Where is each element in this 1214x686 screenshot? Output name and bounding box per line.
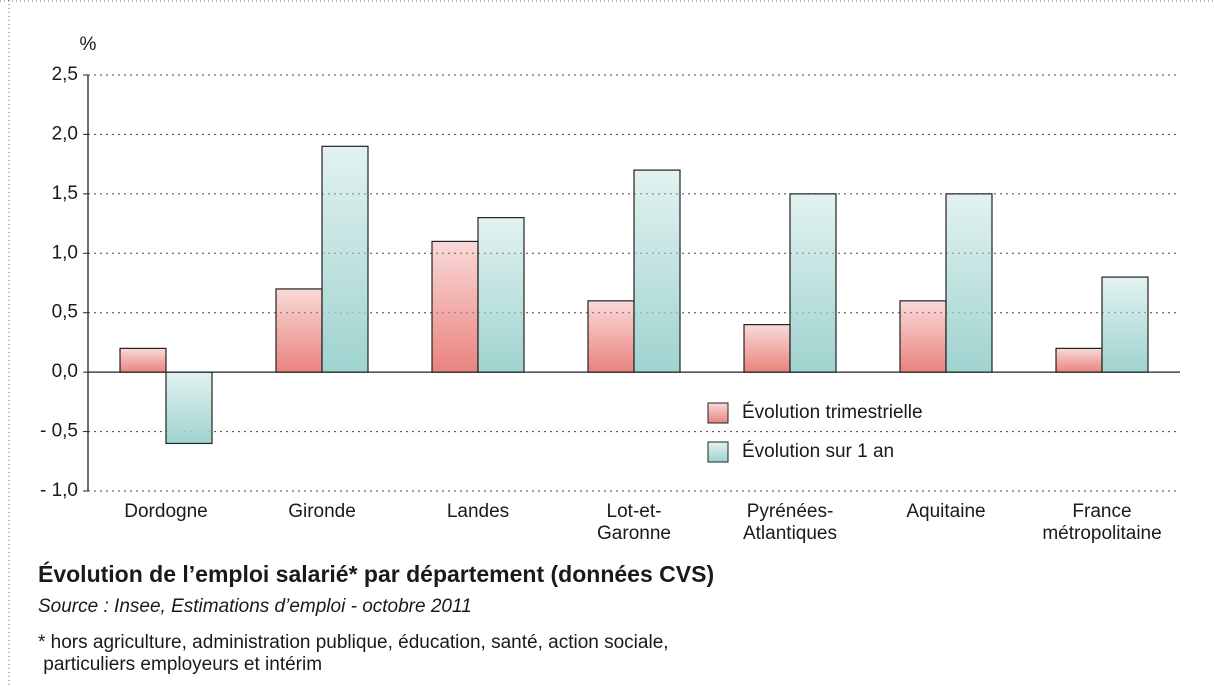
y-tick-label: 1,0 — [52, 242, 78, 263]
bar — [587, 300, 635, 373]
y-tick-label: - 0,5 — [40, 421, 78, 442]
x-tick-label: Landes — [447, 501, 509, 522]
x-tick-label: Gironde — [288, 501, 356, 522]
bar — [165, 371, 213, 445]
x-tick-label: Aquitaine — [906, 501, 985, 522]
bar — [1101, 276, 1149, 373]
bar — [899, 300, 947, 373]
x-tick-label: Pyrénées-Atlantiques — [743, 501, 837, 544]
bar — [743, 324, 791, 373]
footnote: particuliers employeurs et intérim — [38, 654, 322, 675]
bar — [633, 169, 681, 373]
bar — [789, 193, 837, 373]
source: Source : Insee, Estimations d’emploi - o… — [38, 596, 472, 617]
bar — [321, 145, 369, 373]
bar — [119, 347, 167, 373]
y-axis-label: % — [80, 34, 97, 55]
y-tick-label: 1,5 — [52, 183, 78, 204]
chart-title: Évolution de l’emploi salarié* par dépar… — [38, 560, 714, 587]
bar — [1055, 347, 1103, 373]
legend-label: Évolution sur 1 an — [742, 441, 894, 462]
y-tick-label: 2,0 — [52, 123, 78, 144]
bar — [477, 217, 525, 373]
x-tick-label: Dordogne — [124, 501, 207, 522]
footnote: * hors agriculture, administration publi… — [38, 632, 669, 653]
x-tick-label: France métropolitaine — [1042, 501, 1161, 544]
x-tick-label: Lot-et-Garonne — [597, 501, 671, 544]
bar — [275, 288, 323, 373]
y-tick-label: 0,5 — [52, 302, 78, 323]
bar — [945, 193, 993, 373]
legend-label: Évolution trimestrielle — [742, 402, 923, 423]
bar — [431, 240, 479, 373]
y-tick-label: 2,5 — [52, 64, 78, 85]
legend-swatch — [707, 441, 729, 463]
y-tick-label: - 1,0 — [40, 480, 78, 501]
legend-swatch — [707, 402, 729, 424]
y-tick-label: 0,0 — [52, 361, 78, 382]
